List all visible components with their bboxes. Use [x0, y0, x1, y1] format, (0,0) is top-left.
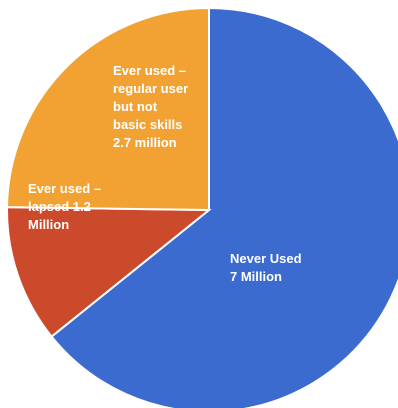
pie-slice-label-line: 7 Million — [230, 269, 282, 284]
pie-slice-label-0: Never Used 7 Million — [230, 251, 302, 284]
pie-slices — [6, 6, 398, 408]
pie-slice-2 — [6, 6, 210, 212]
pie-slice-label-line: Never Used — [230, 251, 302, 266]
pie-slice-label-line: Ever used – — [113, 63, 186, 78]
pie-slice-label-line: lapsed 1.2 — [28, 199, 91, 214]
pie-slice-label-line: Ever used – — [28, 181, 101, 196]
pie-slice-label-line: but not — [113, 99, 158, 114]
pie-slice-label-line: Million — [28, 217, 69, 232]
pie-slice-label-1: Ever used – lapsed 1.2 Million — [28, 181, 101, 232]
pie-slice-label-line: regular user — [113, 81, 188, 96]
pie-slice-label-line: basic skills — [113, 117, 182, 132]
pie-slice-label-2: Ever used – regular user but not basic skil… — [113, 63, 188, 150]
pie-labels: Never Used 7 Million Ever used – lapsed 1.2… — [28, 63, 302, 284]
pie-slice-1 — [6, 206, 212, 338]
pie-slice-label-line: 2.7 million — [113, 135, 177, 150]
pie-slice-0 — [50, 6, 398, 408]
